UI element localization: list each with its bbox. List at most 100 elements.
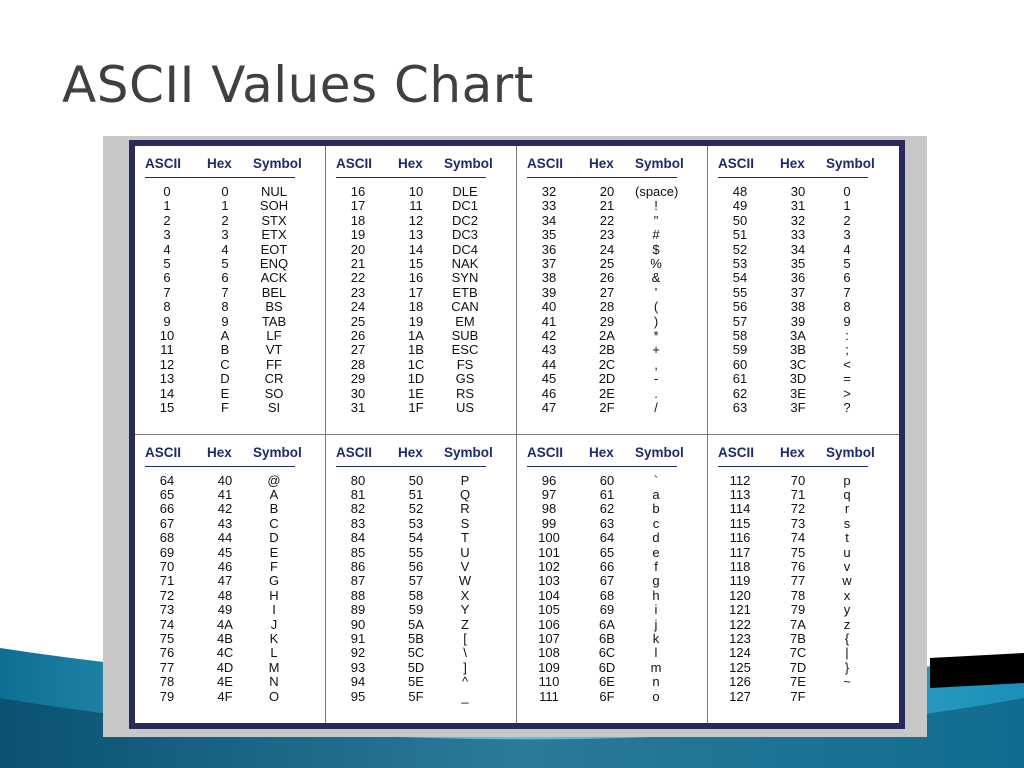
ascii-value: 89 <box>350 602 366 618</box>
column-header: Symbol <box>635 156 684 171</box>
symbol-value: Z <box>461 616 469 632</box>
hex-value: 40 <box>217 472 233 488</box>
ascii-value: 118 <box>729 558 751 574</box>
hex-value: 3 <box>221 227 229 243</box>
table-row: 42 2A * <box>527 328 677 343</box>
hex-value: 60 <box>599 472 615 488</box>
hex-value: 58 <box>408 587 424 603</box>
ascii-value: 32 <box>541 184 557 199</box>
table-row: 57 39 9 <box>718 314 868 329</box>
hex-value: 34 <box>790 241 806 257</box>
symbol-value: i <box>654 602 658 618</box>
ascii-value: 80 <box>350 472 366 488</box>
symbol-value: GS <box>455 371 475 387</box>
ascii-value: 49 <box>732 198 748 214</box>
ascii-value: 77 <box>159 659 175 675</box>
symbol-value: u <box>843 544 851 560</box>
ascii-value: 110 <box>538 674 560 690</box>
table-row: 87 57 W <box>336 573 486 588</box>
symbol-value: j <box>654 616 658 632</box>
hex-value: 17 <box>408 284 424 300</box>
block-header: ASCII Hex Symbol <box>145 445 302 467</box>
hex-value: 56 <box>408 558 424 574</box>
symbol-value: FF <box>266 356 282 372</box>
hex-value: 5F <box>408 688 424 704</box>
ascii-value: 109 <box>538 659 560 675</box>
hex-value: 78 <box>790 587 806 603</box>
ascii-value: 28 <box>350 356 366 372</box>
table-row: 80 50 P <box>336 472 486 488</box>
table-row: 17 11 DC1 <box>336 198 486 213</box>
table-row: 15 F SI <box>145 400 295 415</box>
ascii-block: ASCII Hex Symbol 0 0 NUL 1 1 SOH 2 2 STX 3 3 ETX 4 4 EOT 5… <box>135 146 326 435</box>
table-row: 75 4B K <box>145 630 295 646</box>
symbol-value: f <box>654 558 658 574</box>
symbol-value: 4 <box>843 241 851 257</box>
table-row: 48 30 0 <box>718 184 868 199</box>
symbol-value: h <box>652 587 660 603</box>
symbol-value: ETX <box>261 227 287 243</box>
table-row: 74 4A J <box>145 617 295 632</box>
ascii-value: 70 <box>159 558 175 574</box>
symbol-value: CAN <box>451 299 479 315</box>
hex-value: 4B <box>217 630 233 646</box>
table-row: 7 7 BEL <box>145 285 295 300</box>
symbol-value: R <box>460 501 470 517</box>
table-row: 117 75 u <box>718 544 868 560</box>
ascii-value: 114 <box>729 501 751 517</box>
hex-value: 6C <box>598 645 616 661</box>
table-row: 11 B VT <box>145 342 295 358</box>
symbol-value: TAB <box>261 313 287 329</box>
ascii-value: 93 <box>350 659 366 675</box>
table-row: 59 3B; <box>718 343 868 358</box>
ascii-value: 36 <box>541 241 557 257</box>
symbol-value: { <box>844 630 850 646</box>
table-row: 61 3D = <box>718 371 868 387</box>
hex-value: 59 <box>408 602 424 618</box>
ascii-value: 104 <box>538 587 560 603</box>
table-row: 104 68 h <box>527 587 677 603</box>
hex-value: 75 <box>790 544 806 560</box>
block-header: ASCII Hex Symbol <box>145 156 302 178</box>
table-row: 111 6F o <box>527 689 677 704</box>
hex-value: 4F <box>217 688 233 704</box>
column-header: ASCII <box>718 444 755 460</box>
symbol-value: 2 <box>843 212 851 228</box>
table-row: 70 46 F <box>145 558 295 574</box>
table-row: 53 35 5 <box>718 256 868 271</box>
hex-value: 7D <box>789 659 807 675</box>
ascii-value: 29 <box>350 371 366 387</box>
ascii-value: 25 <box>350 313 366 329</box>
symbol-value: SO <box>264 385 284 401</box>
ascii-value: 61 <box>732 371 748 387</box>
ascii-value: 86 <box>350 558 366 574</box>
hex-value: 25 <box>599 256 615 272</box>
ascii-value: 66 <box>159 501 175 517</box>
ascii-value: 105 <box>538 602 560 618</box>
hex-value: 4 <box>221 241 229 257</box>
table-row: 81 51 Q <box>336 487 486 502</box>
symbol-value: VT <box>265 342 283 358</box>
table-row: 84 54 T <box>336 530 486 545</box>
table-row: 67 43 C <box>145 516 295 531</box>
ascii-value: 9 <box>163 313 171 329</box>
symbol-value: = <box>843 371 851 387</box>
symbol-value: r <box>844 501 850 517</box>
ascii-value: 20 <box>350 241 366 257</box>
column-header: ASCII <box>718 156 755 171</box>
symbol-value: l <box>654 645 658 661</box>
symbol-value: B <box>269 501 279 517</box>
table-row: 28 1C FS <box>336 356 486 372</box>
symbol-value: y <box>843 602 851 618</box>
symbol-value: SYN <box>451 270 479 286</box>
ascii-value: 3 <box>163 227 171 243</box>
slide-title: ASCII Values Chart <box>62 56 534 114</box>
ascii-value: 37 <box>541 256 557 272</box>
symbol-value: STX <box>261 212 287 228</box>
ascii-value: 73 <box>159 602 175 618</box>
hex-value: 63 <box>599 515 615 531</box>
ascii-block: ASCII Hex Symbol 112 70 p 113 71 q 114 72 r 115 73 s 11… <box>708 435 899 724</box>
table-row: 114 72 r <box>718 501 868 517</box>
ascii-value: 50 <box>732 212 748 228</box>
ascii-value: 6 <box>163 270 171 286</box>
